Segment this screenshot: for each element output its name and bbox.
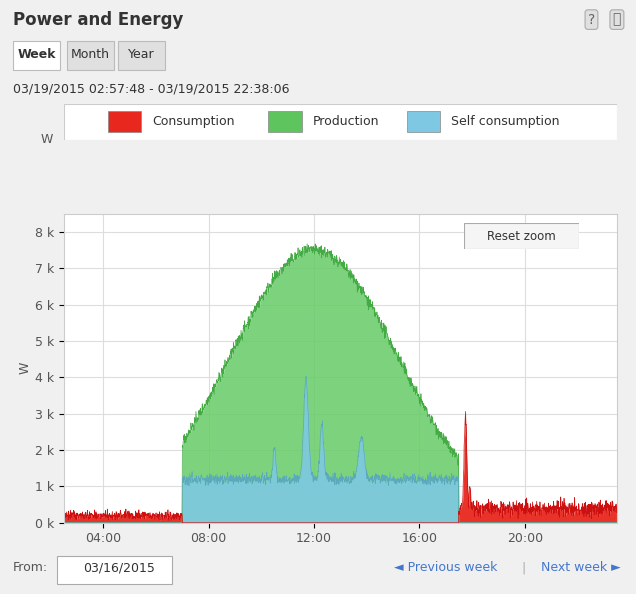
Text: Next week ►: Next week ► bbox=[541, 561, 620, 574]
Text: ◄ Previous week: ◄ Previous week bbox=[394, 561, 498, 574]
Text: ?: ? bbox=[588, 12, 595, 27]
Text: |: | bbox=[522, 561, 526, 574]
Text: From:: From: bbox=[13, 561, 48, 574]
Bar bbox=[108, 111, 141, 132]
Text: Consumption: Consumption bbox=[152, 115, 235, 128]
Text: Reset zoom: Reset zoom bbox=[487, 230, 556, 242]
FancyBboxPatch shape bbox=[464, 223, 579, 249]
Text: W: W bbox=[41, 133, 53, 146]
Text: Year: Year bbox=[128, 48, 155, 61]
FancyBboxPatch shape bbox=[13, 42, 60, 71]
Text: ⎘: ⎘ bbox=[612, 12, 621, 27]
Text: Self consumption: Self consumption bbox=[451, 115, 560, 128]
FancyBboxPatch shape bbox=[67, 42, 114, 71]
Text: 03/19/2015 02:57:48 - 03/19/2015 22:38:06: 03/19/2015 02:57:48 - 03/19/2015 22:38:0… bbox=[13, 83, 289, 96]
Text: Week: Week bbox=[17, 48, 56, 61]
Bar bbox=[268, 111, 301, 132]
FancyBboxPatch shape bbox=[118, 42, 165, 71]
Text: Month: Month bbox=[71, 48, 110, 61]
Bar bbox=[406, 111, 440, 132]
Y-axis label: W: W bbox=[19, 362, 32, 374]
FancyBboxPatch shape bbox=[57, 556, 172, 584]
Text: Power and Energy: Power and Energy bbox=[13, 11, 183, 29]
Text: 03/16/2015: 03/16/2015 bbox=[83, 561, 155, 574]
Text: Production: Production bbox=[313, 115, 379, 128]
